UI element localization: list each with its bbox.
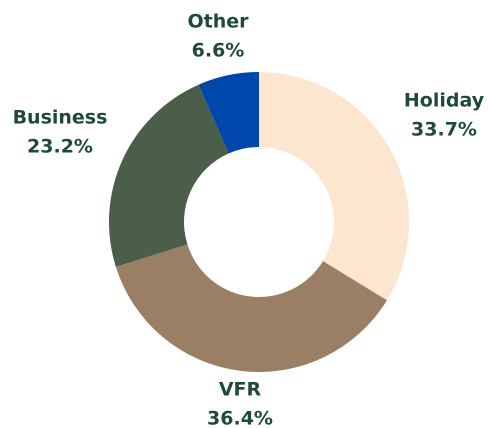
donut-slice <box>109 84 229 267</box>
slice-value-label: 33.7% <box>411 119 477 141</box>
slice-label: Holiday <box>404 90 485 112</box>
donut-slice <box>198 72 259 154</box>
donut-slice <box>115 244 387 372</box>
slice-label: Other <box>187 11 249 33</box>
slice-value-label: 36.4% <box>207 408 273 428</box>
slice-label: Business <box>13 107 108 129</box>
slice-label: VFR <box>219 379 262 401</box>
donut-slice <box>259 72 409 301</box>
slice-value-label: 23.2% <box>27 136 93 158</box>
slice-value-label: 6.6% <box>192 40 245 62</box>
